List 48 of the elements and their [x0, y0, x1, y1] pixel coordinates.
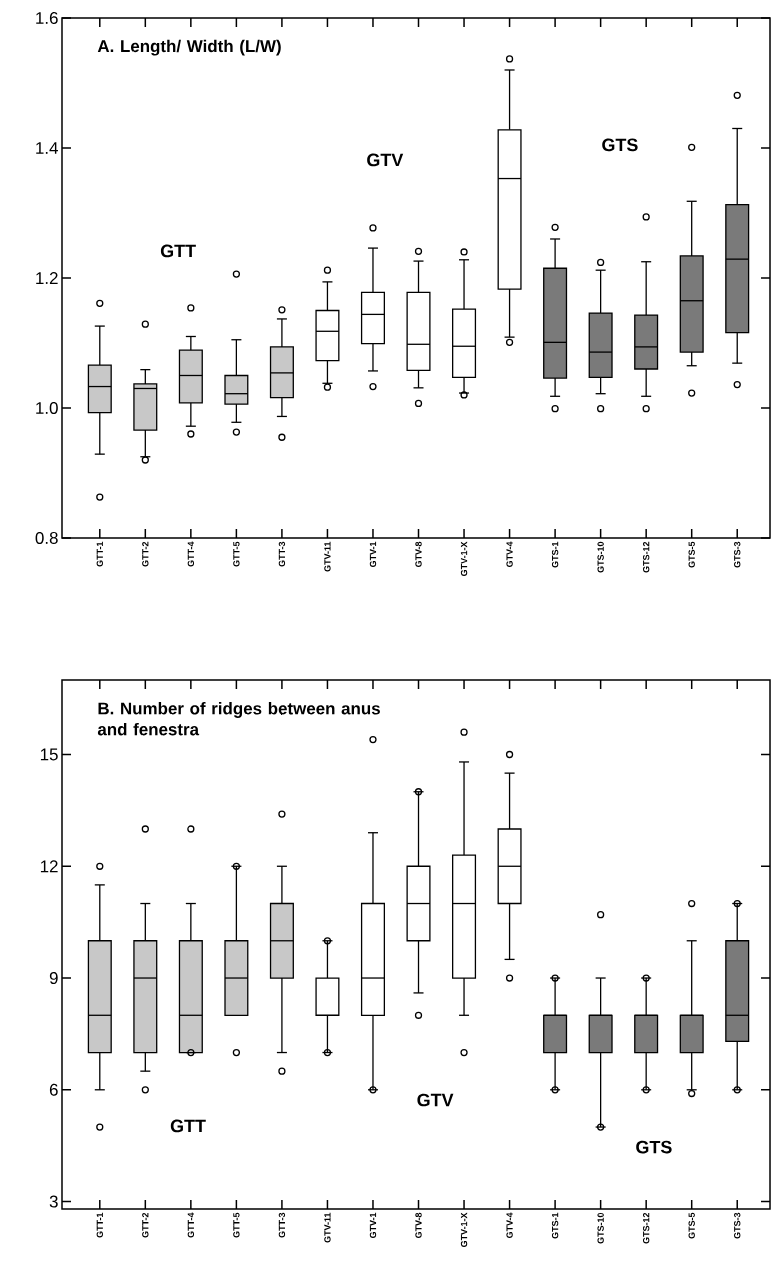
- x-tick-label: GTT-3: [278, 541, 286, 567]
- x-tick-label: GTV-4: [506, 541, 513, 568]
- x-tick-label: GTV-8: [415, 1212, 422, 1239]
- x-tick-label: GTS-3: [734, 1212, 741, 1239]
- x-tick-label: GTS-10: [597, 541, 604, 573]
- y-tick-label: 9: [49, 972, 58, 985]
- x-tick-label: GTT-5: [233, 541, 240, 567]
- annotation: GTS: [636, 1140, 672, 1154]
- x-tick-label: GTS-1: [551, 541, 559, 568]
- text: B. Number of ridges between anus and fenestra: [97, 702, 380, 736]
- x-tick-label: GTT-5: [233, 1212, 240, 1238]
- annotation: GTT: [170, 1119, 206, 1133]
- y-tick-label: 1.6: [36, 11, 58, 24]
- x-tick-label: GTT-3: [278, 1212, 286, 1238]
- x-tick-label: GTV-8: [415, 541, 422, 568]
- annotation: GTV: [367, 153, 404, 167]
- annotation: GTS: [602, 138, 638, 152]
- x-tick-label: GTT-4: [187, 1212, 195, 1238]
- x-tick-label: GTS-3: [734, 541, 741, 568]
- x-tick-label: GTS-12: [642, 541, 650, 573]
- text: A. Length/ Width (L/W): [97, 39, 281, 56]
- y-tick-label: 1.4: [36, 142, 58, 154]
- y-tick-label: 1.0: [36, 401, 58, 414]
- annotation: GTV: [417, 1093, 454, 1107]
- y-tick-label: 15: [40, 748, 58, 761]
- y-tick-label: 0.8: [35, 531, 58, 544]
- x-tick-label: GTS-10: [597, 1212, 604, 1244]
- x-tick-label: GTV-1: [369, 541, 377, 568]
- x-tick-label: GTT-1: [96, 541, 103, 567]
- x-tick-label: GTT-2: [142, 1212, 149, 1238]
- x-tick-label: GTS-1: [551, 1212, 559, 1239]
- x-tick-label: GTV-1-X: [460, 541, 468, 577]
- y-tick-label: 3: [49, 1195, 58, 1208]
- y-tick-label: 6: [49, 1083, 58, 1096]
- x-tick-label: GTS-12: [642, 1212, 650, 1244]
- x-tick-label: GTT-2: [142, 541, 149, 567]
- x-tick-label: GTV-4: [506, 1212, 513, 1239]
- annotation: GTT: [160, 244, 196, 258]
- y-tick-label: 1.2: [36, 272, 58, 284]
- x-tick-label: GTV-1: [369, 1212, 377, 1239]
- y-tick-label: 12: [40, 860, 58, 873]
- x-tick-label: GTS-5: [688, 1212, 695, 1239]
- x-tick-label: GTS-5: [688, 541, 695, 568]
- x-tick-label: GTT-1: [96, 1212, 103, 1238]
- x-tick-label: GTV-11: [324, 1212, 331, 1243]
- x-tick-label: GTT-4: [187, 541, 195, 567]
- x-tick-label: GTV-11: [324, 541, 331, 572]
- x-tick-label: GTV-1-X: [460, 1212, 468, 1248]
